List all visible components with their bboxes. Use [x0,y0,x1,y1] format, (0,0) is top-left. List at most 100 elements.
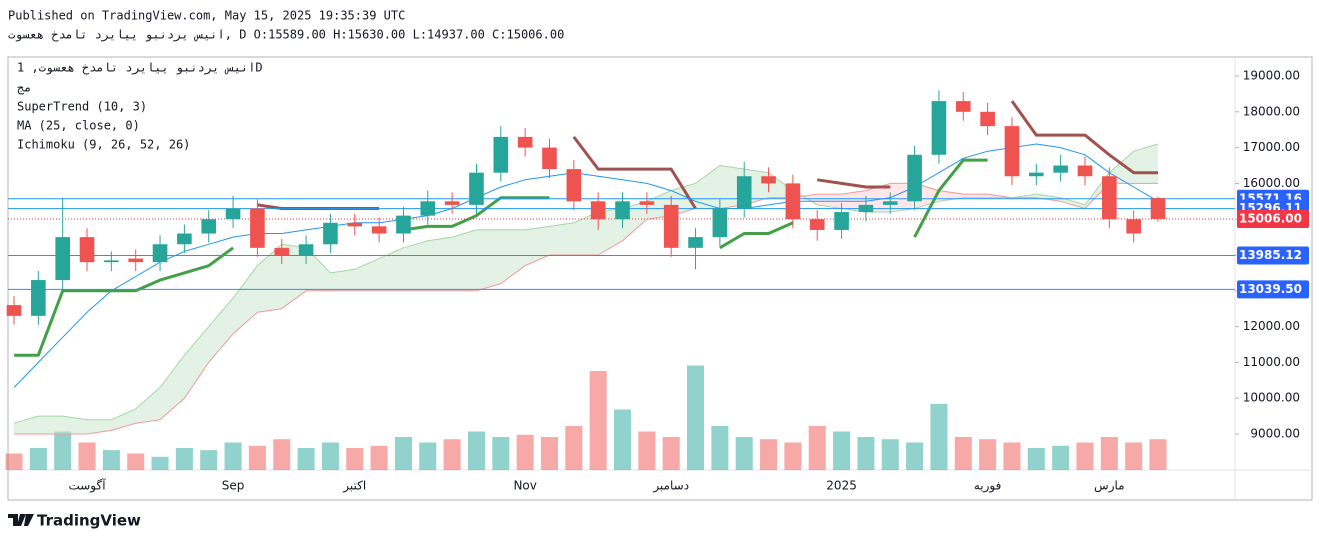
price-level-label: 13039.50 [1239,282,1302,296]
candle-body [1126,219,1141,234]
candle-body [542,147,557,170]
volume-bar [273,439,291,470]
y-tick-label: 12000.00 [1243,319,1300,333]
price-level-tag [1237,209,1309,228]
volume-bar [1100,437,1118,470]
volume-bar [54,431,72,470]
candle-body [420,201,436,216]
ichimoku-cloud [598,208,623,255]
volume-bar [492,437,510,470]
ichimoku-cloud [500,229,526,284]
volume-bar [467,431,485,470]
candle-body [6,305,22,316]
candle-body [323,222,338,245]
ichimoku-cloud [184,326,209,399]
ichimoku-cloud [208,297,234,363]
y-tick-label: 9000.00 [1250,426,1300,440]
published-line: Published on TradingView.com, May 15, 20… [8,9,405,23]
candle-body [493,136,509,173]
x-tick-label: دسامبر [652,479,689,494]
ichimoku-cloud [549,222,574,255]
ichimoku-cloud [1109,151,1134,184]
candle-body [1053,165,1068,173]
volume-bar [857,437,875,470]
candle-body [104,260,119,263]
ichimoku-cloud [452,229,477,291]
volume-bar [540,437,559,470]
x-tick-label: آگوست [68,478,106,494]
moving-average [13,143,1159,388]
candle-body [858,204,874,213]
ichimoku-cloud [38,416,63,434]
volume-bar [346,448,364,470]
volume-bar [102,450,120,470]
volume-bar [808,426,826,470]
ichimoku-span-b [14,182,1158,435]
legend-ma: MA (25, close, 0) [17,119,140,133]
ichimoku-cloud [330,269,355,291]
ichimoku-cloud [476,229,501,291]
ichimoku-cloud [427,237,453,291]
candle-body [444,201,460,205]
candle-body [347,222,363,227]
volume-bar [784,442,802,470]
y-tick-label: 16000.00 [1243,176,1300,190]
candle-body [1102,176,1117,220]
volume-bar [151,456,169,470]
candle-body [566,169,582,202]
y-tick-label: 19000.00 [1243,69,1300,83]
ichimoku-cloud [281,244,307,309]
candle-body [955,101,971,112]
ichimoku-cloud [1036,194,1061,202]
volume-bar [29,448,47,470]
ichimoku-cloud [135,387,161,424]
candle-body [1004,126,1020,177]
legend-supertrend: SuperTrend (10, 3) [17,100,147,114]
candle-body [298,244,314,255]
price-level-label: 13985.12 [1239,248,1302,262]
ichimoku-cloud [257,244,282,313]
legend-volume: مج [17,81,31,95]
volume-bar [711,426,729,470]
volume-bar [1052,445,1070,470]
volume-bar [1149,439,1167,470]
volume-bar [5,453,23,470]
candle-body [274,247,290,255]
volume-bar [589,371,607,470]
volume-bar [200,450,218,470]
x-tick-label: 2025 [826,479,857,493]
ichimoku-cloud [160,355,185,420]
volume-bar [906,442,924,470]
candle-body [590,201,606,220]
candle-body [128,258,144,263]
ichimoku-span-a [13,143,1159,424]
volume-bar [127,453,145,470]
candle-body [712,208,728,238]
ichimoku-cloud [695,165,720,209]
candle-body [736,176,752,209]
volume-bar [613,409,632,470]
logo-icon [8,514,34,526]
candle-body [55,237,70,281]
volume-bar [297,448,315,470]
candle-body [931,101,947,155]
candle-body [469,172,484,205]
ichimoku-cloud [306,247,331,291]
volume-bar [687,365,705,470]
candle-body [688,237,703,248]
candle-body [761,176,776,184]
candle-body [396,215,411,234]
ichimoku-cloud [233,265,258,334]
volume-bar [78,442,96,470]
volume-bar [1076,442,1094,470]
ichimoku-cloud [573,212,599,255]
candle-body [371,226,387,234]
volume-bar [175,448,193,470]
plot-layer: 9000.0010000.0011000.0012000.0013000.001… [5,69,1309,494]
candle-body [907,154,922,202]
volume-bar [881,439,899,470]
volume-bar [930,404,948,470]
candle-body [980,111,995,127]
